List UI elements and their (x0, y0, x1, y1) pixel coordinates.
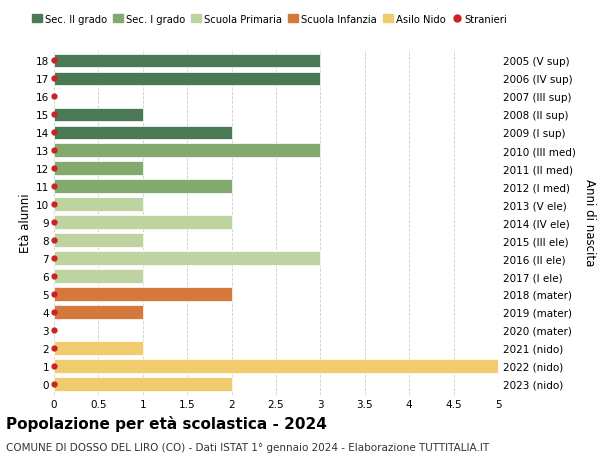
Y-axis label: Età alunni: Età alunni (19, 193, 32, 252)
Bar (54, 144, 320, 157)
Y-axis label: Anni di nascita: Anni di nascita (583, 179, 596, 266)
Text: Popolazione per età scolastica - 2024: Popolazione per età scolastica - 2024 (6, 415, 327, 431)
Bar (54, 359, 498, 373)
Bar (54, 108, 143, 122)
Bar (54, 126, 232, 140)
Bar (54, 306, 143, 319)
Bar (54, 234, 143, 247)
Bar (54, 55, 320, 68)
Bar (54, 377, 232, 391)
Bar (54, 162, 143, 175)
Bar (54, 341, 143, 355)
Bar (54, 270, 143, 283)
Bar (54, 216, 232, 230)
Bar (54, 252, 320, 265)
Text: COMUNE DI DOSSO DEL LIRO (CO) - Dati ISTAT 1° gennaio 2024 - Elaborazione TUTTIT: COMUNE DI DOSSO DEL LIRO (CO) - Dati IST… (6, 442, 489, 452)
Bar (54, 180, 232, 194)
Bar (54, 288, 232, 301)
Bar (54, 73, 320, 86)
Legend: Sec. II grado, Sec. I grado, Scuola Primaria, Scuola Infanzia, Asilo Nido, Stran: Sec. II grado, Sec. I grado, Scuola Prim… (28, 11, 512, 28)
Bar (54, 198, 143, 212)
